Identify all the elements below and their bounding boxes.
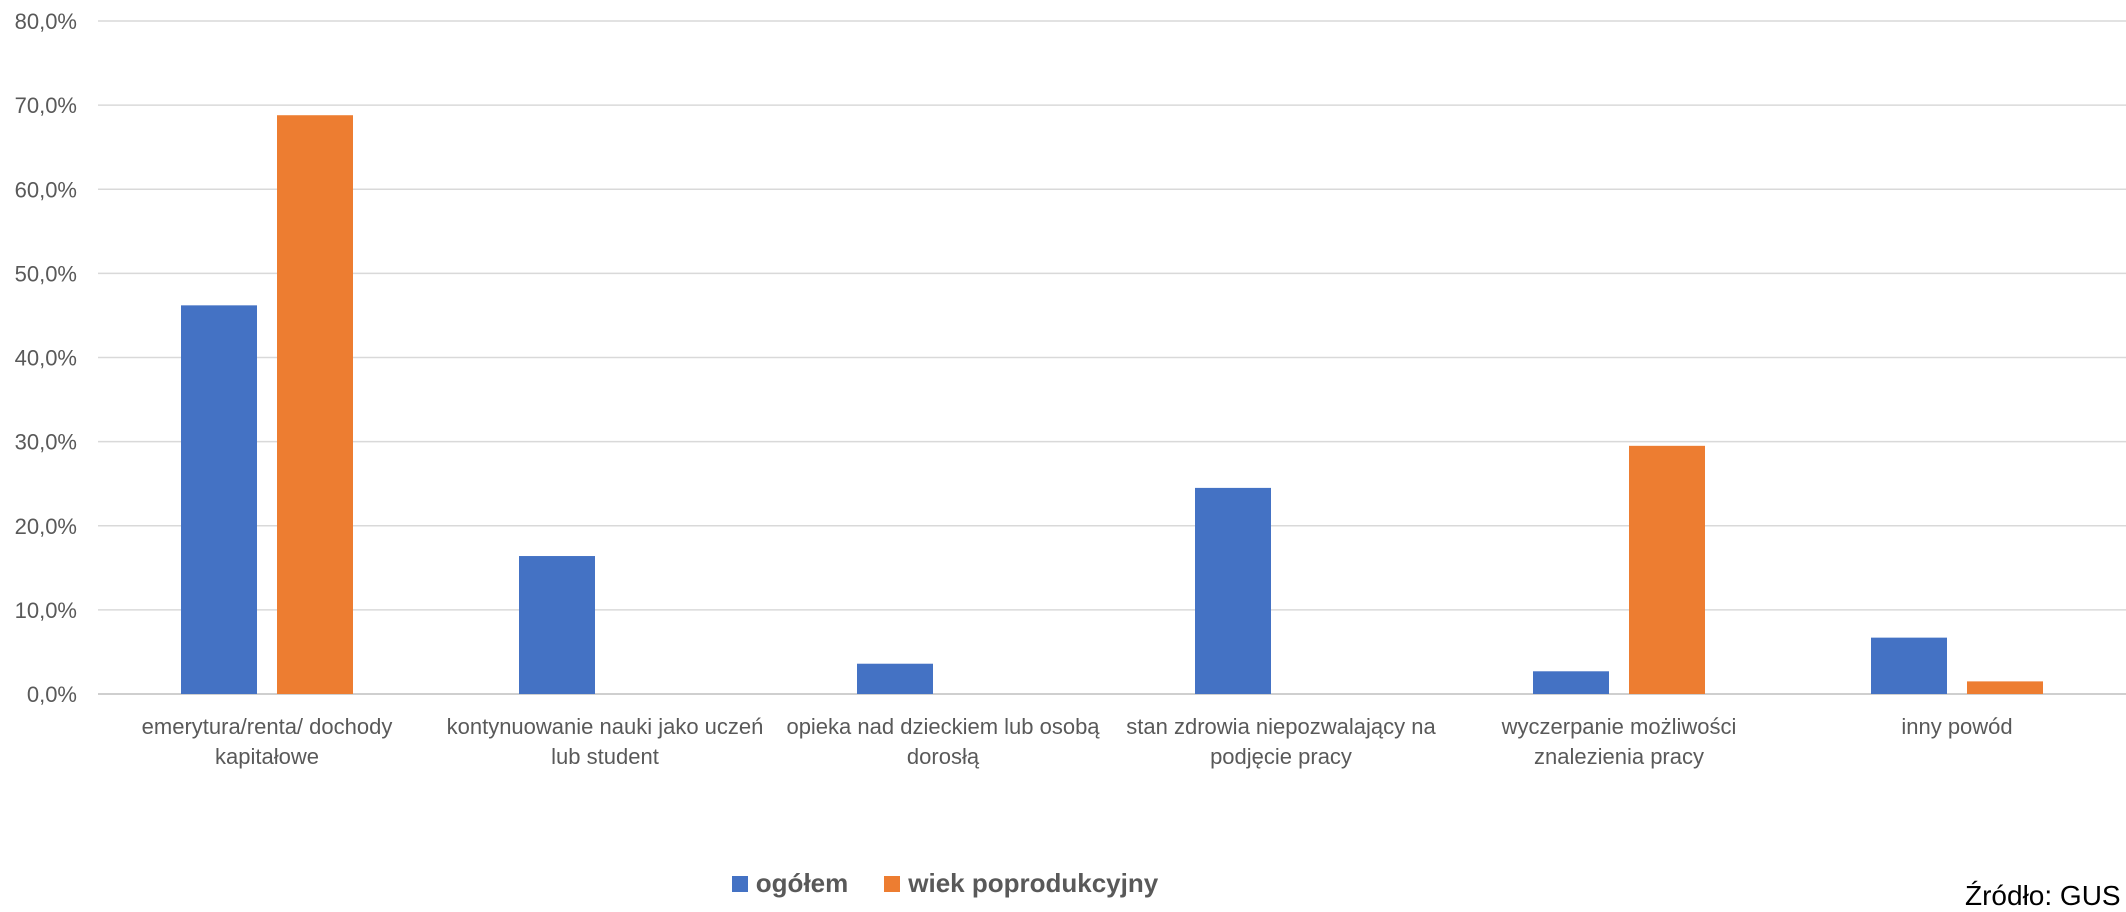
category-label: znalezienia pracy xyxy=(1534,744,1704,769)
y-tick-label: 60,0% xyxy=(15,177,77,202)
legend-swatch-ogolem xyxy=(731,875,748,892)
category-label: emerytura/renta/ dochody xyxy=(142,714,393,739)
y-tick-label: 40,0% xyxy=(15,346,77,371)
legend: ogółem wiek poprodukcyjny xyxy=(0,868,1890,899)
bar-ogolem xyxy=(1871,637,1947,694)
bar-wiek-poprodukcyjny xyxy=(1967,681,2043,694)
y-tick-label: 30,0% xyxy=(15,430,77,455)
bar-ogolem xyxy=(857,663,933,694)
source-note: Źródło: GUS xyxy=(1965,880,2121,911)
y-tick-label: 20,0% xyxy=(15,514,77,539)
category-label: wyczerpanie możliwości xyxy=(1501,714,1737,739)
category-label: podjęcie pracy xyxy=(1210,744,1352,769)
y-tick-label: 10,0% xyxy=(15,598,77,623)
bar-ogolem xyxy=(1533,671,1609,694)
legend-label-ogolem: ogółem xyxy=(755,868,849,898)
category-label: stan zdrowia niepozwalający na xyxy=(1126,714,1436,739)
category-label: kapitałowe xyxy=(215,744,319,769)
bar-wiek-poprodukcyjny xyxy=(1629,445,1705,694)
legend-swatch-wiek-poprodukcyjny xyxy=(884,875,901,892)
bar-ogolem xyxy=(519,556,595,694)
y-tick-label: 0,0% xyxy=(27,682,77,707)
bar-ogolem xyxy=(1195,487,1271,694)
category-label: opieka nad dzieckiem lub osobą xyxy=(786,714,1100,739)
legend-item-ogolem: ogółem xyxy=(731,868,849,899)
y-tick-label: 80,0% xyxy=(15,9,77,34)
category-label: lub student xyxy=(551,744,659,769)
legend-label-wiek-poprodukcyjny: wiek poprodukcyjny xyxy=(908,868,1159,898)
category-label: kontynuowanie nauki jako uczeń xyxy=(447,714,764,739)
legend-item-wiek-poprodukcyjny: wiek poprodukcyjny xyxy=(884,868,1158,899)
category-label: dorosłą xyxy=(907,744,980,769)
bar-wiek-poprodukcyjny xyxy=(277,115,353,695)
y-tick-label: 70,0% xyxy=(15,93,77,118)
bar-ogolem xyxy=(181,305,257,694)
category-label: inny powód xyxy=(1901,714,2012,739)
y-tick-label: 50,0% xyxy=(15,261,77,286)
